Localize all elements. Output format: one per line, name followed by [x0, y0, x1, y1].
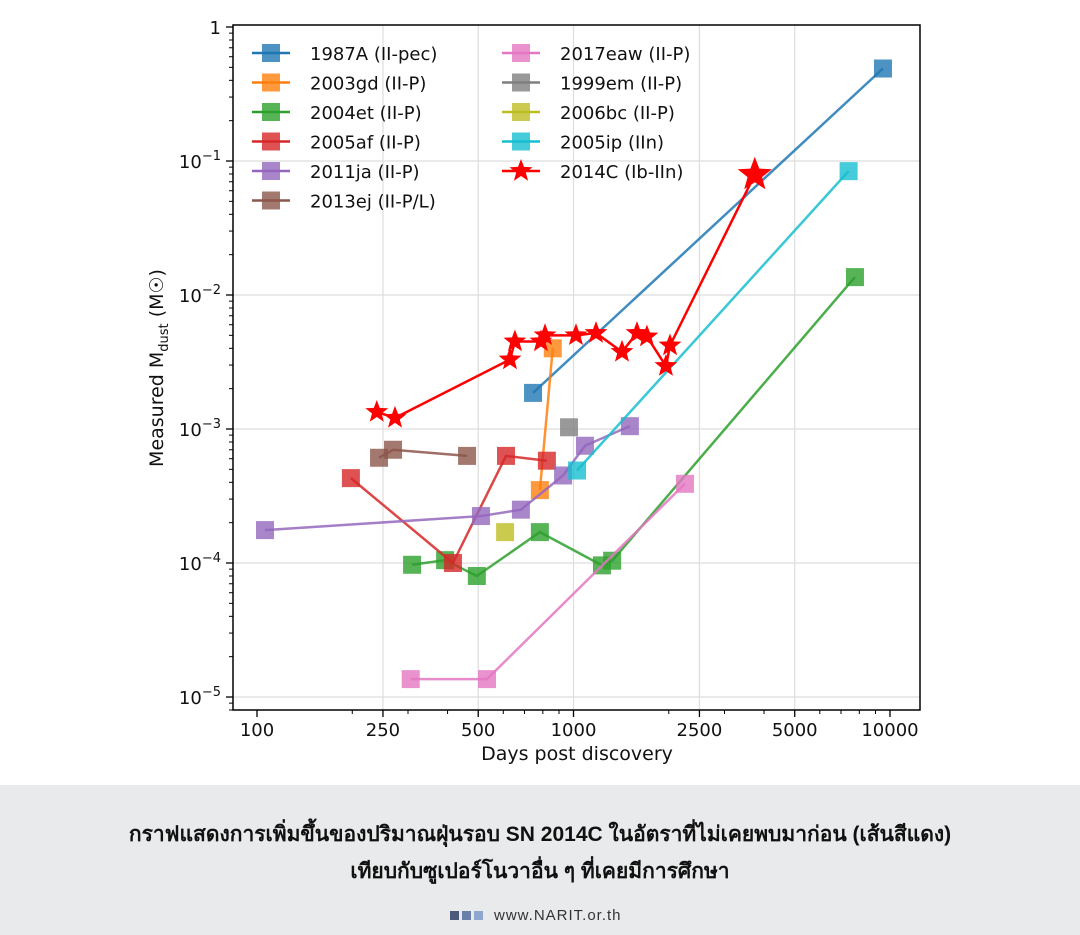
data-point-square: [530, 523, 549, 542]
legend-square-marker: [512, 73, 530, 92]
data-point-star: [533, 323, 557, 345]
data-point-square: [554, 466, 573, 485]
legend-square-marker: [262, 162, 280, 180]
data-point-square: [560, 418, 579, 437]
legend-square-marker: [512, 132, 530, 151]
caption-panel: [0, 785, 1080, 935]
data-point-star: [503, 329, 527, 352]
data-point-star: [654, 354, 678, 376]
data-point-square: [839, 162, 858, 181]
data-point-star: [658, 333, 682, 356]
data-point-star: [635, 324, 659, 347]
data-point-square: [543, 339, 562, 358]
legend-label: 2017eaw (II-P): [560, 44, 690, 65]
x-axis-label: Days post discovery: [481, 743, 673, 765]
logo-square-icon: [450, 911, 459, 920]
data-point-star: [383, 405, 407, 428]
dust-mass-chart: 100 250 500 1000 2500 5000 10000 1 10−1 10−2 10−3 1…: [146, 18, 921, 765]
data-point-square: [675, 474, 694, 493]
y-tick-label: 10−3: [179, 417, 221, 441]
legend-label: 1999em (II-P): [560, 74, 682, 95]
legend-square-marker: [512, 103, 530, 121]
data-point-square: [496, 523, 515, 542]
legend-square-marker: [262, 103, 280, 121]
legend-label: 2004et (II-P): [310, 103, 422, 124]
x-tick-label: 10000: [861, 720, 918, 741]
data-point-square: [530, 481, 549, 500]
data-point-square: [620, 417, 639, 436]
data-point-square: [458, 446, 477, 465]
data-point-star: [564, 323, 588, 345]
data-point-square: [568, 461, 587, 480]
y-tick-label: 10−5: [179, 685, 221, 709]
data-point-square: [341, 469, 360, 488]
data-point-star: [365, 400, 389, 422]
plot-frame: [232, 24, 921, 711]
legend-square-marker: [262, 132, 280, 151]
data-point-square: [537, 451, 556, 470]
data-point-star: [584, 321, 608, 343]
legend-square-marker: [262, 73, 280, 92]
data-point-square: [845, 268, 864, 287]
legend-square-marker: [512, 44, 530, 62]
x-tick-label: 1000: [551, 720, 597, 741]
data-point-star: [610, 339, 634, 362]
caption-line-1: กราฟแสดงการเพิ่มขึ้นของปริมาณฝุ่นรอบ SN …: [128, 823, 952, 846]
y-tick-label: 1: [210, 18, 221, 39]
x-tick-label: 5000: [772, 720, 818, 741]
legend-label: 2014C (Ib-IIn): [560, 162, 683, 183]
data-point-star: [737, 156, 772, 190]
data-point-square: [443, 554, 462, 572]
data-point-square: [403, 555, 422, 574]
caption-line-2: เทียบกับซูเปอร์โนวาอื่น ๆ ที่เคยมีการศึก…: [350, 860, 730, 883]
data-point-square: [256, 521, 275, 540]
data-point-star: [625, 321, 649, 343]
y-axis-label: Measured Mdust (M☉): [146, 269, 172, 467]
x-tick-label: 2500: [677, 720, 723, 741]
data-point-square: [478, 670, 497, 689]
footer: www.NARIT.or.th: [450, 907, 622, 924]
legend-label: 2005ip (IIn): [560, 133, 664, 154]
logo-square-icon: [462, 911, 471, 920]
series-line-6: [410, 482, 686, 681]
data-point-square: [370, 448, 389, 467]
legend-square-marker: [262, 191, 280, 210]
data-point-square: [511, 500, 530, 519]
legend-star-marker: [509, 159, 533, 181]
website-link[interactable]: www.NARIT.or.th: [494, 907, 622, 924]
legend-label: 2003gd (II-P): [310, 74, 426, 95]
logo-square-icon: [474, 911, 483, 920]
x-tick-label: 250: [366, 720, 400, 741]
data-point-square: [401, 670, 420, 689]
legend-label: 2005af (II-P): [310, 133, 421, 154]
data-point-square: [603, 551, 622, 570]
legend-label: 2006bc (II-P): [560, 103, 675, 124]
x-tick-label: 500: [461, 720, 495, 741]
legend-label: 2013ej (II-P/L): [310, 192, 436, 213]
y-tick-label: 10−1: [179, 149, 221, 173]
data-point-square: [384, 440, 403, 459]
data-point-square: [873, 59, 892, 78]
legend-label: 1987A (II-pec): [310, 44, 437, 65]
data-point-square: [497, 446, 516, 465]
series-line-9: [576, 170, 850, 472]
data-point-square: [471, 507, 490, 526]
data-point-square: [575, 436, 594, 455]
x-tick-label: 100: [240, 720, 274, 741]
data-point-square: [467, 566, 486, 585]
data-point-square: [524, 383, 543, 402]
data-point-star: [498, 347, 522, 370]
y-tick-label: 10−2: [179, 283, 221, 307]
legend-square-marker: [262, 44, 280, 62]
legend-label: 2011ja (II-P): [310, 162, 420, 183]
y-tick-label: 10−4: [179, 551, 221, 575]
